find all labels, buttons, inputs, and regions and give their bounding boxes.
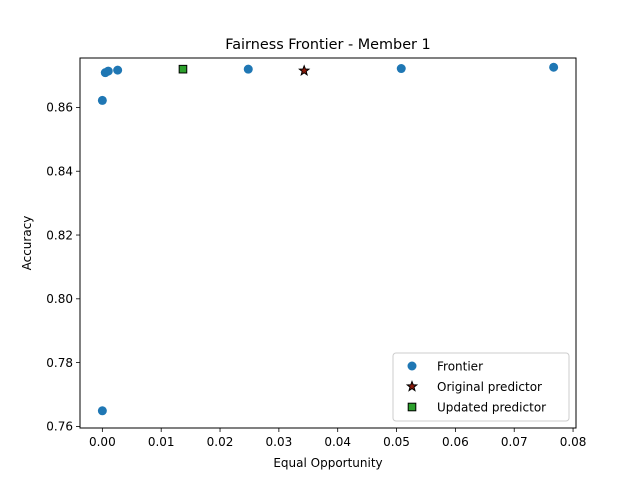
frontier-point xyxy=(113,65,123,75)
y-axis-label: Accuracy xyxy=(20,216,34,271)
y-tick-label: 0.80 xyxy=(46,292,73,306)
y-tick-label: 0.76 xyxy=(46,420,73,434)
frontier-point xyxy=(97,95,107,105)
original-predictor-point xyxy=(298,64,311,76)
x-tick-label: 0.03 xyxy=(266,435,293,449)
legend-marker-updated-predictor xyxy=(407,402,417,412)
chart-title: Fairness Frontier - Member 1 xyxy=(225,37,430,53)
plot-points xyxy=(97,62,559,416)
x-tick-label: 0.04 xyxy=(324,435,351,449)
frontier-point xyxy=(103,66,113,76)
x-tick-label: 0.08 xyxy=(560,435,587,449)
frontier-point xyxy=(396,64,406,74)
legend-label-original-predictor: Original predictor xyxy=(437,380,542,394)
y-tick-label: 0.78 xyxy=(46,356,73,370)
updated-predictor-point xyxy=(178,64,188,74)
legend-label-frontier: Frontier xyxy=(437,359,483,373)
legend-marker-original-predictor xyxy=(405,380,419,392)
x-tick-label: 0.05 xyxy=(383,435,410,449)
x-tick-label: 0.02 xyxy=(207,435,234,449)
x-tick-label: 0.06 xyxy=(442,435,469,449)
legend: Frontier Original predictor Updated predic… xyxy=(392,352,570,422)
axis-ticks: 0.00 0.01 0.02 0.03 0.04 0.05 0.06 0.07 0.08 0.76… xyxy=(46,101,586,449)
frontier-point xyxy=(549,62,559,72)
y-tick-label: 0.86 xyxy=(46,101,73,115)
frontier-point xyxy=(243,64,253,74)
y-tick-label: 0.82 xyxy=(46,228,73,242)
y-tick-label: 0.84 xyxy=(46,165,73,179)
legend-box xyxy=(392,352,570,422)
x-tick-label: 0.07 xyxy=(501,435,528,449)
legend-label-updated-predictor: Updated predictor xyxy=(437,400,546,414)
x-tick-label: 0.01 xyxy=(148,435,175,449)
frontier-point xyxy=(97,406,107,416)
x-axis-label: Equal Opportunity xyxy=(273,456,382,470)
legend-marker-frontier xyxy=(407,361,417,371)
x-tick-label: 0.00 xyxy=(89,435,116,449)
plot-frame xyxy=(79,57,577,429)
